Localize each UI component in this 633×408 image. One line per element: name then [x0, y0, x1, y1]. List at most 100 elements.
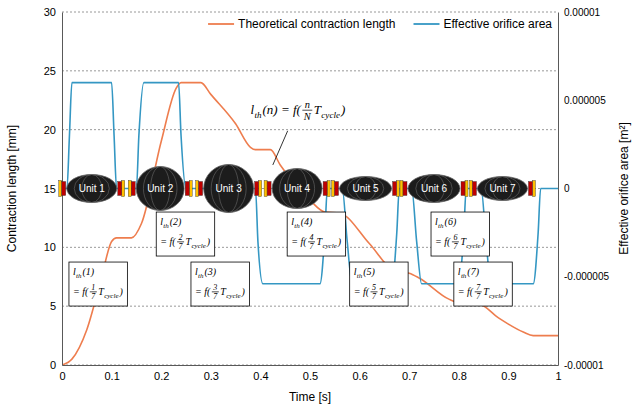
series-line	[62, 83, 558, 365]
math-subscript: cycle	[466, 242, 480, 250]
unit: Unit 3	[196, 165, 262, 213]
unit-cap	[469, 181, 472, 197]
tick-label: -0.000005	[564, 271, 609, 282]
fraction-bar	[177, 241, 184, 242]
unit-cap	[267, 182, 271, 196]
unit-cap	[528, 182, 532, 196]
leader-line	[273, 131, 288, 165]
math-subscript: th	[438, 222, 444, 230]
math-numerator: 7	[476, 283, 481, 292]
unit-cap	[131, 182, 135, 196]
unit-cap	[323, 182, 327, 196]
unit: Unit 2	[128, 167, 192, 211]
axis: 051015202530	[44, 6, 63, 371]
math-text: (n) = f(	[262, 102, 301, 117]
legend-swatch	[414, 23, 440, 25]
formula: lth(n) = f(nNTcycle)	[250, 99, 345, 122]
math-subscript: cycle	[322, 242, 336, 250]
math-text: )	[241, 286, 246, 298]
math-numerator: 2	[179, 233, 183, 242]
box-frame	[454, 262, 512, 306]
grid	[62, 12, 558, 365]
math-denominator: 7	[372, 292, 377, 301]
tick-label: 0.00001	[564, 7, 601, 18]
axis-line	[63, 365, 559, 366]
unit-label: Unit 6	[421, 183, 448, 194]
math-text: )	[340, 102, 345, 117]
tick-label: 25	[44, 65, 56, 77]
math-subscript: th	[198, 272, 204, 280]
unit-body	[204, 165, 254, 213]
unit-label: Unit 4	[284, 183, 311, 194]
tick: 0.000005	[558, 95, 606, 106]
math-numerator: 5	[372, 283, 376, 292]
tick-label: 0.6	[352, 370, 367, 382]
axis: -0.00001 -0.000005 0 0.000005 0.00001	[558, 7, 609, 371]
tick-label: 30	[44, 6, 56, 18]
unit-stripe	[74, 175, 109, 203]
unit-body	[272, 169, 322, 209]
unit-cap	[461, 182, 465, 196]
unit-body	[408, 175, 460, 203]
tick: 0.7	[402, 365, 417, 382]
annotation-box: lth(6)= f(67Tcycle)	[431, 212, 489, 256]
unit-cap	[59, 181, 62, 197]
box-frame	[69, 262, 127, 306]
unit-cap	[259, 181, 262, 197]
math-text: )	[119, 286, 124, 298]
fraction-bar	[371, 291, 378, 292]
legend-item: Theoretical contraction length	[208, 17, 395, 31]
math-text: (6)	[445, 216, 457, 228]
axis: 0 0.1 0.2 0.3 0.4 0.5 0.6 0.7 0.8 0.9 1	[59, 365, 561, 382]
math-text: (5)	[363, 266, 375, 278]
unit-cap	[128, 181, 131, 197]
tick-label: 0.7	[402, 370, 417, 382]
tick: 0.8	[452, 365, 467, 382]
math-denominator: N	[303, 111, 312, 122]
box-frame	[156, 212, 214, 256]
tick-label: 0.1	[104, 370, 119, 382]
math-numerator: 1	[91, 283, 95, 292]
math-subscript: th	[294, 222, 300, 230]
math-numerator: 4	[310, 233, 314, 242]
tick: 0	[59, 365, 65, 382]
tick: 0.1	[104, 365, 119, 382]
tick: 0	[558, 183, 570, 194]
math-denominator: 7	[453, 242, 458, 251]
tick: 0.2	[154, 365, 169, 382]
math-text: = f(	[458, 286, 474, 298]
axis-line	[558, 13, 559, 366]
unit-cap	[400, 181, 403, 197]
box-frame	[431, 212, 489, 256]
math-subscript: th	[461, 272, 467, 280]
unit-stripe	[211, 165, 246, 213]
unit: Unit 4	[264, 169, 330, 209]
tick: 0.4	[253, 365, 268, 382]
math-text: = f(	[291, 236, 307, 248]
tick: -0.000005	[558, 271, 609, 282]
unit-stripe	[485, 177, 520, 201]
unit-label: Unit 5	[352, 183, 379, 194]
tick: 1	[555, 365, 561, 382]
tick-label: -0.00001	[564, 360, 604, 371]
math-text: )	[503, 286, 508, 298]
tick: 0.5	[303, 365, 318, 382]
annotation-box: lth(2)= f(27Tcycle)	[156, 212, 214, 256]
units: Unit 1Unit 2Unit 3 Unit 4 Unit 5 Unit 6 Unit…	[59, 165, 536, 213]
annotation-box: lth(1)= f(17Tcycle)	[69, 262, 127, 306]
tick: 0.9	[501, 365, 516, 382]
legend-item: Effective orifice area	[414, 17, 553, 31]
tick-label: 10	[44, 241, 56, 253]
unit-label: Unit 7	[489, 183, 516, 194]
unit-body	[67, 175, 117, 203]
grid-line	[62, 70, 558, 71]
math-text: (3)	[204, 266, 216, 278]
math-subscript: th	[357, 272, 363, 280]
unit: Unit 5	[332, 177, 400, 201]
grid-line	[62, 12, 558, 13]
box-frame	[350, 262, 408, 306]
unit-cap	[327, 181, 330, 197]
unit: Unit 1	[59, 175, 125, 203]
tick-label: 15	[44, 183, 56, 195]
tick-label: 0.3	[204, 370, 219, 382]
